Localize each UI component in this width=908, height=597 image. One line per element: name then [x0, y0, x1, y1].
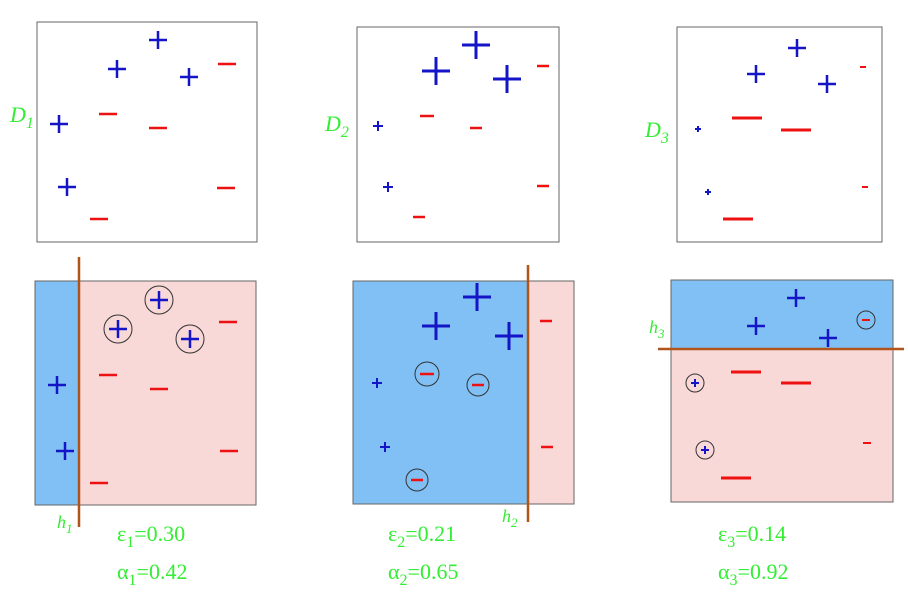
dataset-d1-panel: D1 [9, 21, 258, 243]
h3-statistics: ε3=0.14 α3=0.92 [718, 521, 788, 589]
positive-sample-d3-2 [747, 65, 765, 83]
h3-error: ε3=0.14 [718, 521, 786, 551]
positive-sample-d3-1 [788, 39, 806, 57]
positive-sample-d2-5 [383, 182, 393, 192]
positive-sample-h2-3 [495, 322, 523, 350]
positive-sample-h1-2 [103, 314, 133, 344]
negative-sample-h2-10 [405, 468, 429, 492]
h1-points [48, 285, 238, 485]
h3-negative-region [671, 349, 893, 502]
negative-sample-h2-8 [466, 373, 490, 397]
misclassified-ring [144, 285, 174, 315]
h2-negative-region [528, 281, 574, 504]
positive-sample-h2-2 [422, 312, 450, 340]
misclassified-ring [175, 324, 205, 354]
misclassified-ring [405, 468, 429, 492]
h3-positive-region [671, 280, 893, 349]
positive-sample-h3-4 [685, 373, 705, 393]
misclassified-ring [466, 373, 490, 397]
positive-sample-h1-1 [144, 285, 174, 315]
h3-alpha: α3=0.92 [718, 559, 788, 589]
dataset-d3-frame [676, 26, 883, 243]
dataset-d3-panel: D3 [644, 26, 883, 243]
misclassified-ring [414, 361, 440, 387]
positive-sample-h2-1 [463, 283, 491, 311]
negative-sample-h3-6 [856, 310, 876, 330]
misclassified-ring [685, 373, 705, 393]
h3-frame [670, 279, 894, 503]
dataset-d2-panel: D2 [324, 26, 560, 243]
h2-label: h2 [502, 506, 518, 530]
positive-sample-d3-4 [695, 126, 701, 132]
h2-alpha: α2=0.65 [388, 559, 458, 589]
h1-statistics: ε1=0.30 α1=0.42 [117, 521, 187, 589]
misclassified-ring [103, 314, 133, 344]
positive-sample-h1-5 [56, 442, 74, 460]
dataset-d1-points [50, 31, 236, 221]
positive-sample-d1-3 [180, 68, 198, 86]
positive-sample-d2-3 [493, 65, 521, 93]
dataset-d3-points [695, 39, 868, 221]
positive-sample-h2-4 [372, 378, 382, 388]
positive-sample-d2-1 [462, 31, 490, 59]
hypothesis-h1-panel: h1 [34, 257, 257, 536]
positive-sample-h3-2 [747, 317, 765, 335]
positive-sample-h3-1 [787, 289, 805, 307]
positive-sample-d2-4 [373, 121, 383, 131]
h2-frame [352, 280, 575, 505]
hypothesis-h2-panel: h2 [352, 265, 575, 530]
misclassified-ring [856, 310, 876, 330]
h2-positive-region [353, 281, 528, 504]
positive-sample-d3-3 [818, 75, 836, 93]
negative-sample-h2-7 [414, 361, 440, 387]
h1-negative-region [79, 281, 256, 505]
positive-sample-d1-4 [50, 115, 68, 133]
dataset-d2-label: D2 [324, 111, 349, 141]
h3-points [685, 289, 876, 480]
positive-sample-d1-1 [149, 31, 167, 49]
h1-error: ε1=0.30 [117, 521, 185, 551]
dataset-d2-points [373, 31, 549, 219]
h3-label: h3 [649, 317, 665, 341]
h1-alpha: α1=0.42 [117, 559, 187, 589]
positive-sample-h1-4 [48, 376, 66, 394]
positive-sample-h3-5 [695, 440, 715, 460]
positive-sample-d1-5 [58, 178, 76, 196]
h2-statistics: ε2=0.21 α2=0.65 [388, 521, 458, 589]
positive-sample-h2-5 [380, 442, 390, 452]
dataset-d1-label: D1 [9, 102, 34, 132]
positive-sample-h1-3 [175, 324, 205, 354]
positive-sample-h3-3 [819, 329, 837, 347]
dataset-d3-label: D3 [644, 117, 669, 147]
h1-frame [34, 280, 257, 506]
h1-label: h1 [57, 512, 73, 536]
dataset-d1-frame [36, 21, 258, 243]
hypothesis-h3-panel: h3 [649, 279, 904, 503]
h2-error: ε2=0.21 [388, 521, 456, 551]
positive-sample-d3-5 [705, 189, 711, 195]
misclassified-ring [695, 440, 715, 460]
h2-points [372, 283, 553, 492]
dataset-d2-frame [356, 26, 560, 243]
positive-sample-d1-2 [108, 60, 126, 78]
positive-sample-d2-2 [422, 57, 450, 85]
